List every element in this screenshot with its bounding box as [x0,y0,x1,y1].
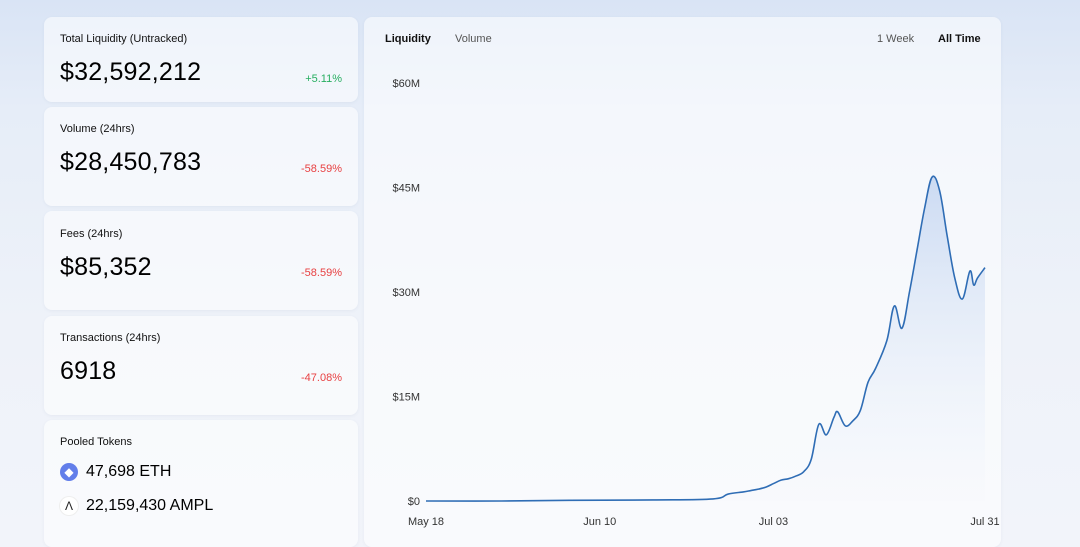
token-row-ampl[interactable]: Λ 22,159,430 AMPL [60,497,213,515]
chart-data-point [424,499,428,503]
pooled-tokens-card: Pooled Tokens ◆ 47,698 ETH Λ 22,159,430 … [44,420,358,547]
chart-data-point [741,490,745,494]
x-tick-label: May 18 [408,516,444,528]
stat-card-transactions: Transactions (24hrs) 6918 -47.08% [44,316,358,415]
chart-data-point [794,474,798,478]
stat-card-fees: Fees (24hrs) $85,352 -58.59% [44,211,358,310]
chart-data-point [923,206,927,210]
y-tick-label: $60M [392,78,420,90]
x-tick-label: Jul 03 [759,516,788,528]
ethereum-icon: ◆ [60,463,78,481]
chart-data-point [945,234,949,238]
stat-label: Transactions (24hrs) [60,332,161,344]
pooled-tokens-label: Pooled Tokens [60,436,132,448]
chart-data-point [824,433,828,437]
stat-label: Volume (24hrs) [60,123,135,135]
chart-data-point [836,410,840,414]
chart-data-point [938,189,942,193]
chart-data-point [975,276,979,280]
chart-data-point [651,498,655,502]
chart-series-line [425,175,986,502]
x-tick-label: Jul 31 [970,516,999,528]
chart-data-point [756,487,760,491]
chart-data-point [771,482,775,486]
chart-data-point [968,269,972,273]
chart-data-point [930,175,934,179]
chart-data-point [885,339,889,343]
chart-data-point [960,297,964,301]
chart-data-point [907,290,911,294]
chart-data-point [779,478,783,482]
stat-value: $32,592,212 [60,58,202,86]
liquidity-chart[interactable]: $0 $15M $30M $45M $60M May 18 Jun 10 Jul 03 Jul… [364,17,1001,547]
chart-data-point [892,304,896,308]
chart-data-point [915,248,919,252]
chart-data-point [983,266,987,270]
stat-card-volume: Volume (24hrs) $28,450,783 -58.59% [44,107,358,206]
chart-data-point [711,497,715,501]
chart-data-point [764,485,768,489]
chart-data-point [802,470,806,474]
stat-value: $28,450,783 [60,148,202,176]
token-amount: 22,159,430 AMPL [86,497,214,514]
range-1-week[interactable]: 1 Week [877,33,915,45]
chart-data-point [832,415,836,419]
stat-change: -58.59% [301,163,342,175]
stat-change: -47.08% [301,372,342,384]
chart-card: Liquidity Volume 1 Week All Time $0 $15M $… [364,17,1001,547]
token-row-eth[interactable]: ◆ 47,698 ETH [60,463,171,481]
stat-label: Total Liquidity (Untracked) [60,33,188,45]
chart-data-point [873,367,877,371]
x-tick-label: Jun 10 [583,516,616,528]
chart-area-fill [426,176,985,502]
chart-data-point [866,381,870,385]
range-all-time[interactable]: All Time [938,33,981,45]
chart-data-point [568,498,572,502]
chart-data-point [726,492,730,496]
chart-data-point [749,489,753,493]
chart-data-point [900,326,904,330]
stat-card-total-liquidity: Total Liquidity (Untracked) $32,592,212 … [44,17,358,102]
tab-volume[interactable]: Volume [455,33,492,45]
stat-value: $85,352 [60,253,152,281]
stat-value: 6918 [60,357,117,385]
token-amount: 47,698 ETH [86,463,172,480]
y-tick-label: $30M [392,287,420,299]
chart-data-point [858,408,862,412]
chart-data-point [851,419,855,423]
y-tick-label: $0 [408,496,420,508]
y-tick-label: $45M [392,183,420,195]
chart-data-point [953,276,957,280]
tab-liquidity[interactable]: Liquidity [385,33,431,45]
ampleforth-icon: Λ [60,497,78,515]
chart-data-point [809,457,813,461]
chart-data-point [817,422,821,426]
chart-data-point [787,477,791,481]
chart-data-point [843,424,847,428]
y-tick-label: $15M [392,392,420,404]
chart-data-point [500,499,504,503]
chart-data-point [972,283,976,287]
stat-change: -58.59% [301,267,342,279]
stat-label: Fees (24hrs) [60,228,123,240]
stat-change: +5.11% [305,73,342,85]
